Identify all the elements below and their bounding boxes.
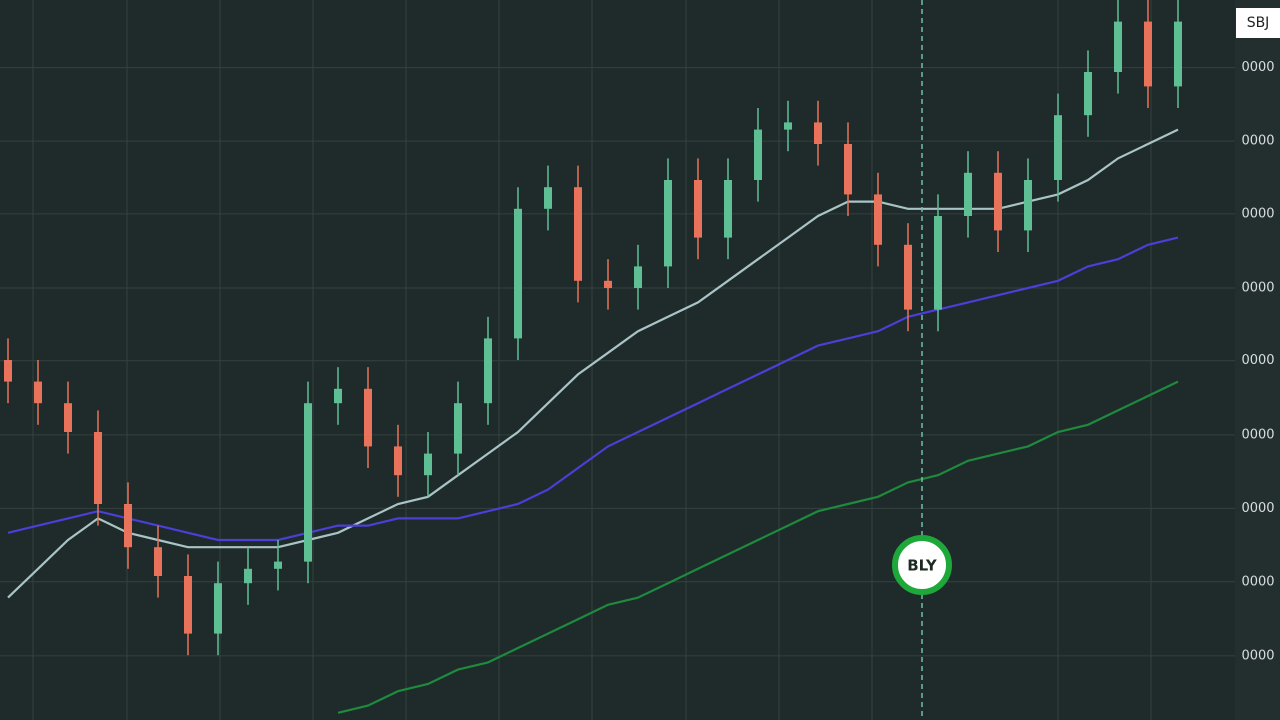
candle-body: [304, 403, 312, 562]
price-tag: [1236, 8, 1280, 38]
candle-body: [244, 568, 252, 584]
candle-body: [724, 180, 732, 238]
signal-label: BLY: [907, 557, 938, 575]
candle-body: [754, 129, 762, 180]
candle-body: [874, 194, 882, 245]
candle-body: [124, 504, 132, 548]
moving-average: [7, 236, 1179, 542]
candle-body: [1174, 21, 1182, 87]
candle-body: [4, 360, 12, 382]
candle-body: [1024, 180, 1032, 231]
plot-background: [0, 0, 1235, 720]
y-tick-label: 0000: [1241, 427, 1274, 442]
candle-body: [364, 388, 372, 447]
y-tick-label: 0000: [1241, 501, 1274, 516]
candle-body: [994, 172, 1002, 231]
candle-body: [544, 187, 552, 209]
candle-body: [34, 381, 42, 404]
moving-average: [337, 380, 1179, 714]
candle-body: [1054, 115, 1062, 180]
axis-background: [1235, 0, 1280, 720]
y-tick-label: 0000: [1241, 281, 1274, 296]
candle-body: [934, 216, 942, 310]
candle-body: [424, 453, 432, 476]
y-tick-label: 0000: [1241, 353, 1274, 368]
candle-body: [694, 180, 702, 238]
candle-body: [94, 432, 102, 504]
candle-body: [904, 244, 912, 310]
candle-body: [574, 187, 582, 281]
price-label: SBJ: [1247, 15, 1270, 31]
candle-body: [1114, 21, 1122, 73]
y-tick-label: 0000: [1241, 206, 1274, 221]
candle-body: [784, 122, 792, 130]
moving-average: [7, 128, 1179, 599]
vertical-grid: [32, 0, 1152, 720]
candle-body: [604, 280, 612, 288]
candles: [4, 0, 1182, 656]
y-tick-label: 0000: [1241, 134, 1274, 149]
candle-body: [274, 561, 282, 569]
candle-body: [64, 403, 72, 432]
candle-body: [154, 547, 162, 576]
candle-body: [514, 208, 522, 339]
y-tick-label: 0000: [1241, 60, 1274, 75]
candle-body: [664, 180, 672, 267]
candle-body: [214, 583, 222, 634]
candle-body: [394, 446, 402, 476]
signal-marker[interactable]: [892, 535, 952, 595]
candle-body: [334, 388, 342, 404]
candle-body: [484, 338, 492, 404]
candle-body: [1144, 21, 1152, 87]
y-tick-label: 0000: [1241, 648, 1274, 663]
candle-body: [844, 144, 852, 195]
candle-body: [634, 266, 642, 288]
y-tick-label: 0000: [1241, 574, 1274, 589]
candle-body: [964, 172, 972, 216]
y-axis: 0000 0000 0000 0000 0000 0000 0000 0000 0000: [1241, 60, 1274, 663]
candle-body: [814, 122, 822, 144]
indicators: [7, 128, 1179, 714]
candle-body: [1084, 72, 1092, 116]
candle-body: [454, 403, 462, 454]
candle-body: [184, 576, 192, 634]
